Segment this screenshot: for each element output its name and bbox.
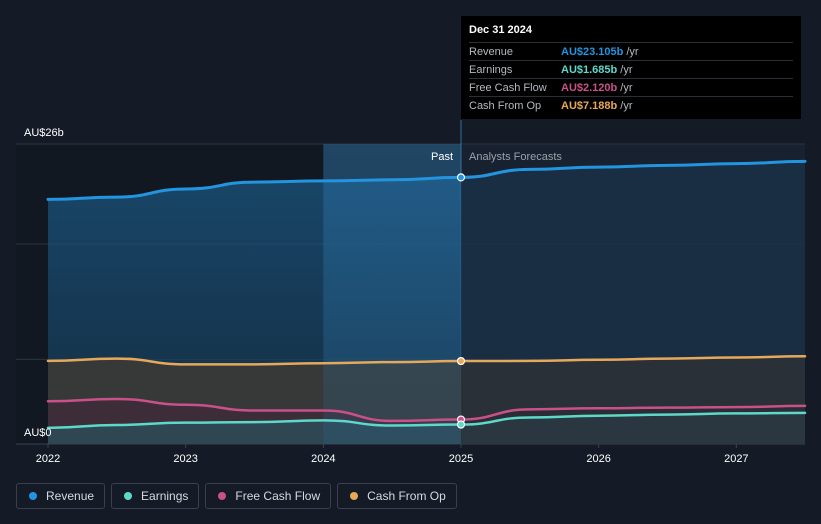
legend-dot-icon — [350, 492, 359, 500]
tooltip-date: Dec 31 2024 — [469, 24, 532, 36]
tooltip-unit: /yr — [620, 99, 633, 112]
tooltip-panel: Dec 31 2024 Revenue AU$23.105b /yr Earni… — [461, 16, 801, 119]
legend-item-earnings[interactable]: Earnings — [111, 483, 200, 509]
forecast-label: Analysts Forecasts — [469, 151, 562, 163]
y-axis-top-label: AU$26b — [24, 127, 64, 139]
legend-item-revenue[interactable]: Revenue — [16, 483, 106, 509]
tooltip-unit: /yr — [620, 81, 633, 94]
series-lines — [46, 159, 807, 430]
revenue-marker — [456, 173, 466, 182]
legend-item-free-cash-flow[interactable]: Free Cash Flow — [205, 483, 332, 509]
tooltip-value: AU$7.188b — [561, 99, 618, 112]
legend-dot-icon — [124, 492, 133, 500]
hover-markers — [456, 173, 466, 429]
tooltip-unit: /yr — [626, 45, 639, 58]
x-tick-label: 2023 — [173, 453, 197, 465]
earnings-area-forecast — [461, 412, 805, 444]
x-tick-label: 2027 — [724, 453, 748, 465]
legend-label: Free Cash Flow — [235, 489, 321, 503]
legend-label: Earnings — [141, 489, 189, 503]
series-areas — [48, 144, 805, 444]
tooltip-label: Cash From Op — [469, 99, 542, 112]
legend: Revenue Earnings Free Cash Flow Cash Fro… — [16, 483, 457, 509]
earnings-line — [46, 411, 807, 430]
cash-from-op-marker — [456, 356, 466, 366]
tooltip-value: AU$2.120b — [561, 81, 618, 94]
x-tick-label: 2025 — [449, 453, 473, 465]
cash-from-op-line — [46, 355, 807, 366]
tooltip-row-earnings: Earnings AU$1.685b /yr — [469, 60, 793, 78]
y-axis-bottom-label: AU$0 — [24, 427, 52, 439]
legend-label: Revenue — [46, 489, 95, 503]
free-cash-flow-line — [46, 397, 807, 423]
legend-label: Cash From Op — [367, 489, 446, 503]
highlight-overlay — [323, 144, 461, 444]
legend-item-cash-from-op[interactable]: Cash From Op — [337, 483, 457, 509]
tooltip-unit: /yr — [620, 63, 633, 76]
tooltip-label: Free Cash Flow — [469, 81, 547, 94]
tooltip-label: Earnings — [469, 63, 513, 76]
tooltip-label: Revenue — [469, 45, 514, 58]
tooltip-value: AU$1.685b — [561, 63, 618, 76]
x-tick-label: 2026 — [586, 453, 610, 465]
tooltip-row-free-cash-flow: Free Cash Flow AU$2.120b /yr — [469, 78, 793, 96]
tooltip-value: AU$23.105b — [561, 45, 624, 58]
legend-dot-icon — [29, 492, 37, 500]
tooltip-row-cash-from-op: Cash From Op AU$7.188b /yr — [469, 96, 793, 114]
tooltip-row-revenue: Revenue AU$23.105b /yr — [469, 42, 793, 60]
legend-dot-icon — [218, 492, 227, 500]
chart-labels: AU$26b AU$0 2022 2023 2024 2025 2026 2027 Past An… — [24, 127, 749, 465]
x-tick-label: 2022 — [36, 453, 60, 465]
earnings-marker — [456, 420, 466, 429]
revenue-line — [46, 159, 807, 201]
x-tick-label: 2024 — [311, 453, 335, 465]
past-label: Past — [431, 151, 453, 163]
